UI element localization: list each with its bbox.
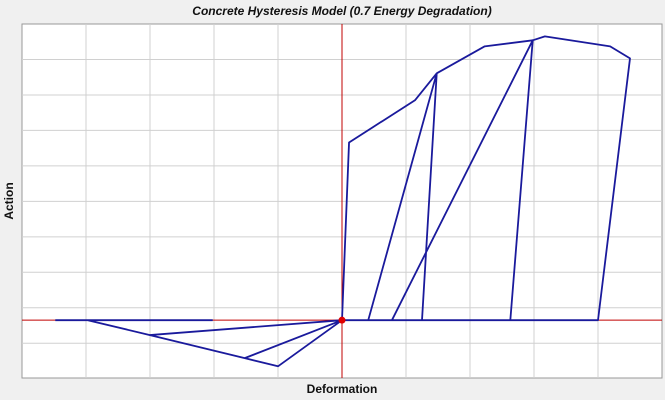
x-axis-label: Deformation (307, 382, 378, 396)
origin-marker (338, 316, 346, 324)
y-axis-label: Action (2, 182, 16, 219)
chart-title: Concrete Hysteresis Model (0.7 Energy De… (192, 4, 491, 18)
hysteresis-line (55, 35, 631, 368)
